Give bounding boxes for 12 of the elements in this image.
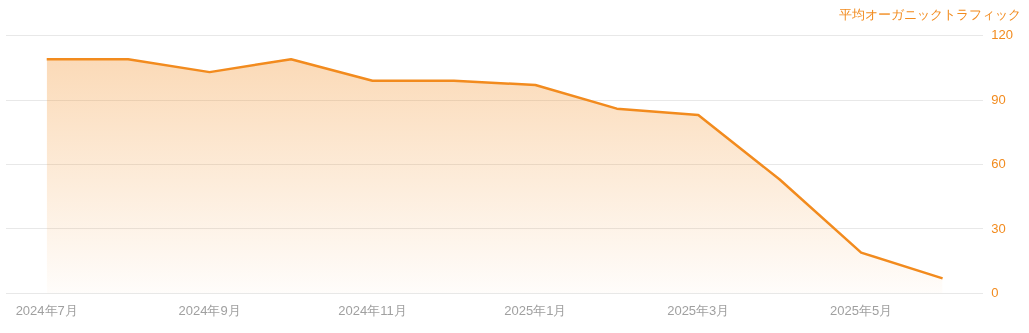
x-tick-label: 2024年9月 xyxy=(178,302,241,318)
y-tick-label: 60 xyxy=(991,156,1006,172)
x-tick-label: 2025年1月 xyxy=(504,302,567,318)
y-tick-label: 120 xyxy=(991,27,1014,43)
x-tick-label: 2024年7月 xyxy=(15,302,78,318)
y-tick-label: 30 xyxy=(991,220,1006,236)
y-tick-label: 90 xyxy=(991,91,1006,107)
y-axis-title: 平均オーガニックトラフィック xyxy=(839,7,1021,23)
x-tick-label: 2025年3月 xyxy=(667,302,730,318)
x-tick-label: 2025年5月 xyxy=(830,302,893,318)
x-tick-label: 2024年11月 xyxy=(338,302,407,318)
y-tick-label: 0 xyxy=(991,284,999,300)
